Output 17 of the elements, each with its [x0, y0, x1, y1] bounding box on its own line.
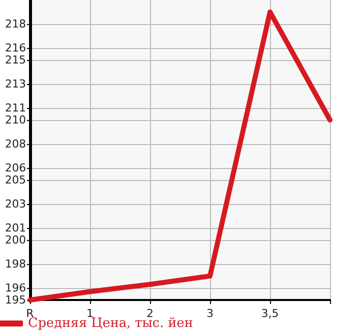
y-tick-label: 203: [5, 198, 26, 210]
y-tick-label: 210: [5, 114, 26, 126]
y-tick-label: 211: [5, 102, 26, 114]
y-tick-label: 213: [5, 78, 26, 90]
y-tick-label: 195: [5, 294, 26, 306]
y-tick-label: 215: [5, 54, 26, 66]
y-tick-label: 206: [5, 162, 26, 174]
y-tick-label: 208: [5, 138, 26, 150]
y-tick-label: 216: [5, 42, 26, 54]
y-tick-label: 198: [5, 258, 26, 270]
x-tick-label: 3,5: [261, 307, 279, 320]
y-tick-label: 205: [5, 174, 26, 186]
y-tick-label: 218: [5, 18, 26, 30]
y-tick-label: 200: [5, 234, 26, 246]
x-tick-label: 3: [206, 307, 214, 320]
y-tick-label: 196: [5, 282, 26, 294]
y-tick-label: 201: [5, 222, 26, 234]
